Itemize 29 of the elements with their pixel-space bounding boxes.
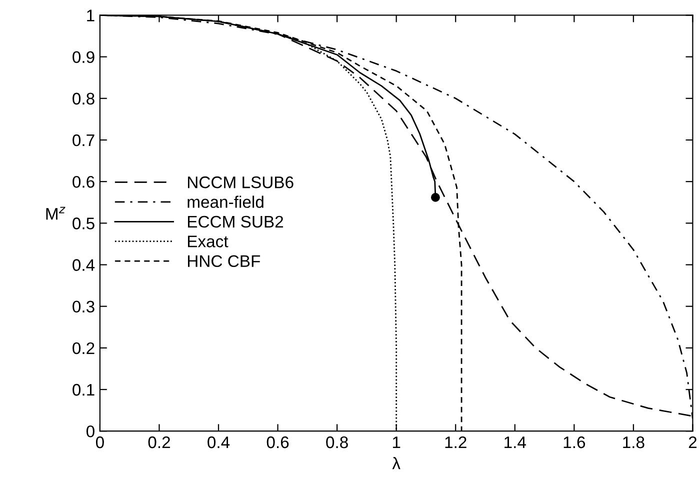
y-tick-label: 0.4 xyxy=(72,259,95,271)
y-tick-label: 1 xyxy=(87,10,94,22)
legend-label: Exact xyxy=(188,236,228,248)
x-tick-label: 0.4 xyxy=(208,436,230,448)
y-tick-label: 0.2 xyxy=(72,342,94,354)
x-tick-label: 0.8 xyxy=(326,436,348,448)
y-tick-label: 0.9 xyxy=(72,51,94,64)
x-tick-label: 2 xyxy=(688,436,697,448)
y-tick-label: 0.1 xyxy=(72,384,94,396)
legend-label: mean-field xyxy=(188,196,264,208)
x-tick-label: 0.2 xyxy=(148,436,170,448)
y-tick-label: 0 xyxy=(86,426,94,438)
y-tick-label: 0.8 xyxy=(72,92,94,105)
x-tick-label: 0.6 xyxy=(266,436,289,448)
x-tick-label: 1 xyxy=(392,436,400,448)
x-tick-label: 1.6 xyxy=(564,436,586,448)
x-axis-title: λ xyxy=(392,457,400,470)
y-tick-label: 0.5 xyxy=(72,218,94,230)
legend-label: HNC CBF xyxy=(188,255,260,268)
y-tick-label: 0.6 xyxy=(72,176,94,188)
x-tick-label: 1.4 xyxy=(504,436,526,448)
x-tick-label: 1.8 xyxy=(623,436,644,448)
y-tick-label: 0.3 xyxy=(72,300,94,313)
x-tick-label: 0 xyxy=(96,436,104,448)
x-tick-label: 1.2 xyxy=(445,436,466,448)
legend-label: ECCM SUB2 xyxy=(188,216,284,228)
legend-label: NCCM LSUB6 xyxy=(188,176,294,188)
y-axis-title: M$^{z}$ xyxy=(46,206,66,220)
y-tick-label: 0.7 xyxy=(72,134,94,146)
